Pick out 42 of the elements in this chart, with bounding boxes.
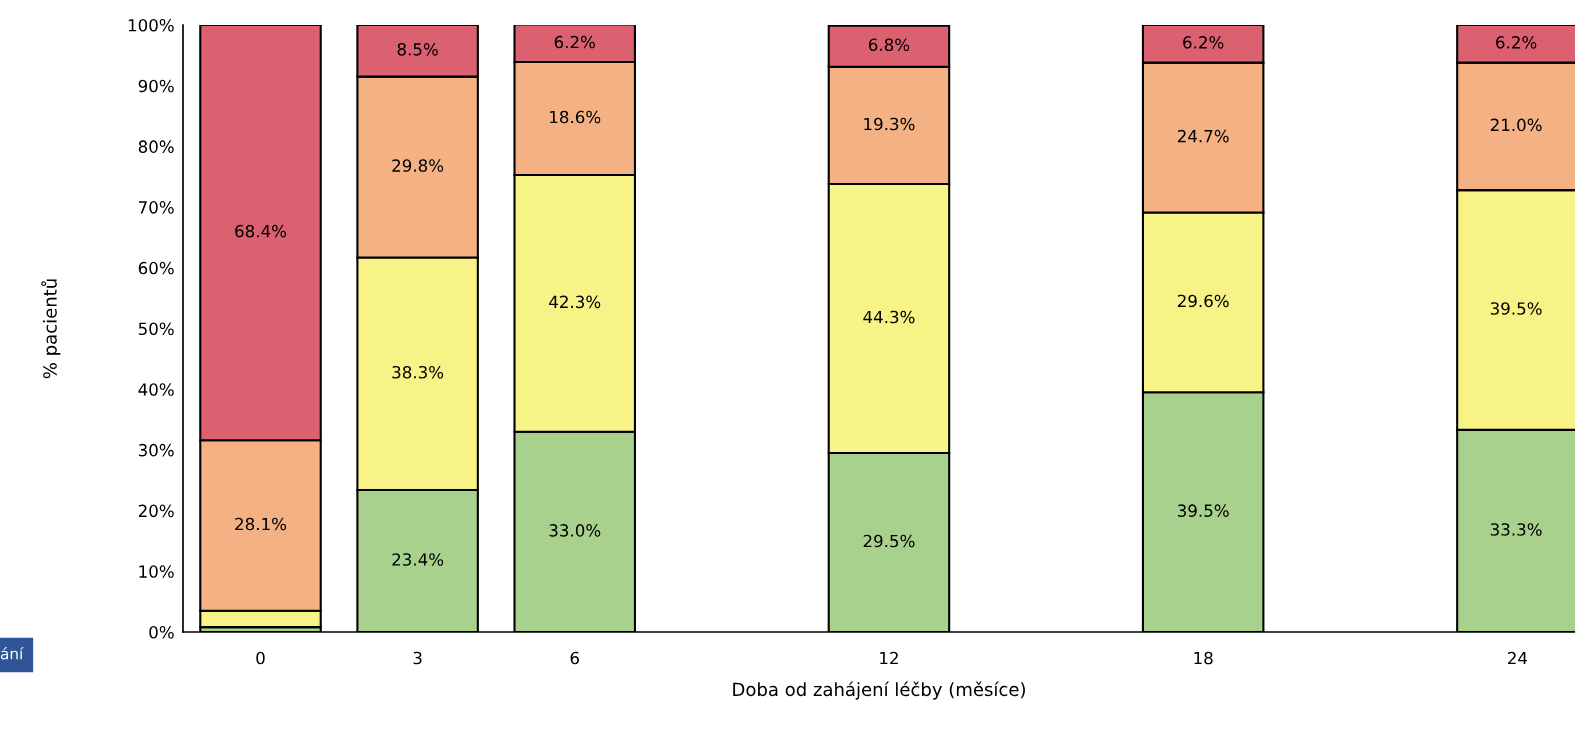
data-label: 29.8% — [392, 159, 444, 172]
data-label: 68.4% — [235, 224, 287, 238]
y-tick-label: 90% — [138, 79, 174, 93]
x-tick-label: 24 — [1508, 651, 1528, 665]
data-label: 18.6% — [550, 110, 601, 124]
y-axis-title: % pacientů — [41, 279, 61, 379]
data-label: 6.2% — [554, 35, 595, 49]
data-label: 28.1% — [235, 517, 287, 531]
data-label: 23.4% — [392, 553, 444, 566]
y-tick-label: 100% — [128, 18, 174, 32]
x-tick-label: 12 — [880, 651, 898, 665]
y-tick-label: 60% — [138, 261, 174, 275]
y-tick-label: 80% — [138, 140, 174, 153]
y-tick-label: 0% — [149, 625, 174, 639]
data-label: 6.8% — [868, 38, 910, 52]
data-label: 33.0% — [549, 524, 601, 537]
y-tick-label: 40% — [138, 383, 174, 396]
y-tick-label: 70% — [138, 201, 174, 214]
x-axis-title: Doba od zahájení léčby (měsíce) — [733, 681, 1025, 700]
data-label: 38.3% — [392, 365, 444, 379]
data-label: 44.3% — [863, 310, 915, 324]
data-label: 39.5% — [1177, 504, 1229, 517]
x-tick-label: 6 — [570, 651, 579, 665]
y-tick-label: 20% — [138, 504, 174, 518]
data-label: 24.7% — [1177, 129, 1229, 143]
x-tick-label: 0 — [256, 651, 265, 665]
x-tick-label: 3 — [413, 651, 422, 665]
data-label: 29.5% — [863, 534, 915, 548]
y-tick-label: 30% — [138, 443, 174, 457]
y-tick-label: 10% — [139, 565, 174, 578]
data-label: 8.5% — [397, 43, 438, 56]
data-label: 21.0% — [1490, 118, 1542, 132]
data-label: 42.3% — [549, 295, 601, 309]
data-label: 33.3% — [1490, 523, 1542, 536]
data-label: 39.5% — [1490, 302, 1542, 315]
data-label: 29.6% — [1177, 294, 1229, 308]
x-tick-label: 18 — [1194, 651, 1213, 665]
data-label: 6.2% — [1183, 36, 1224, 49]
data-label: 19.3% — [864, 117, 915, 131]
y-tick-label: 50% — [138, 322, 174, 336]
data-label: 6.2% — [1496, 36, 1537, 49]
text: ání — [0, 647, 24, 660]
